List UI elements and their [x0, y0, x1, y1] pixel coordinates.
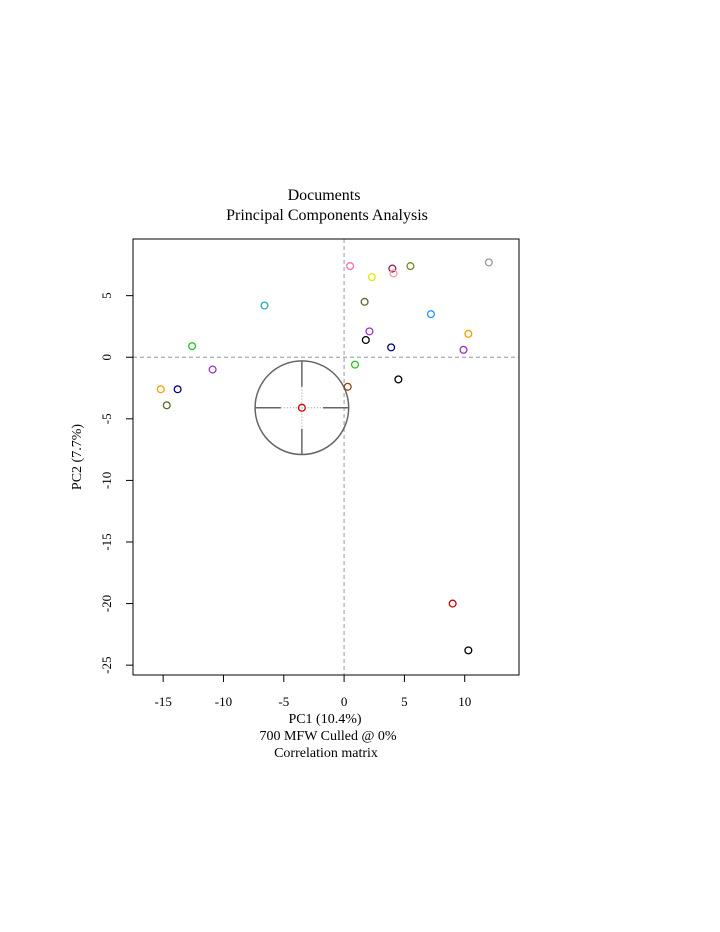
data-point: [343, 382, 352, 391]
data-point: [464, 646, 473, 655]
chart-title: Documents: [288, 187, 361, 204]
y-axis-label: PC2 (7.7%): [70, 424, 85, 490]
x-tick-label: 0: [341, 694, 348, 709]
data-point: [361, 335, 370, 345]
data-point: [260, 301, 269, 310]
data-point: [162, 401, 171, 410]
data-point: [406, 262, 415, 271]
data-point: [464, 329, 473, 338]
data-point: [459, 345, 468, 354]
y-tick-label: 0: [99, 354, 114, 361]
data-point: [448, 599, 457, 608]
data-point: [388, 264, 397, 273]
data-point: [389, 269, 398, 278]
y-tick-label: -15: [99, 533, 114, 550]
y-tick-label: -25: [99, 656, 114, 673]
data-point: [188, 342, 197, 351]
data-point: [208, 365, 217, 374]
chart-subtitle: Principal Components Analysis: [226, 207, 428, 224]
data-point: [394, 375, 403, 384]
x-tick-label: -15: [154, 694, 171, 709]
y-tick-label: -20: [99, 595, 114, 612]
data-point: [346, 262, 355, 271]
x-tick-label: 10: [458, 694, 471, 709]
x-tick-label: -10: [215, 694, 232, 709]
data-point: [365, 327, 374, 336]
data-point: [387, 343, 396, 352]
x-tick-label: 5: [401, 694, 408, 709]
x-tick-label: -5: [278, 694, 289, 709]
data-point: [297, 403, 306, 412]
y-tick-label: -10: [99, 472, 114, 489]
data-point: [484, 258, 493, 267]
y-tick-label: -5: [99, 413, 114, 424]
caption-line-1: 700 MFW Culled @ 0%: [259, 729, 396, 744]
data-point: [367, 273, 376, 282]
y-tick-label: 5: [99, 292, 114, 299]
plot-frame: [132, 238, 520, 676]
plot-area: [133, 239, 519, 675]
data-point: [360, 297, 369, 306]
caption-line-2: Correlation matrix: [274, 746, 378, 761]
data-point: [426, 310, 435, 319]
x-axis-label: PC1 (10.4%): [288, 712, 361, 727]
data-point: [350, 360, 360, 369]
data-point: [156, 385, 165, 394]
data-point: [173, 385, 182, 394]
